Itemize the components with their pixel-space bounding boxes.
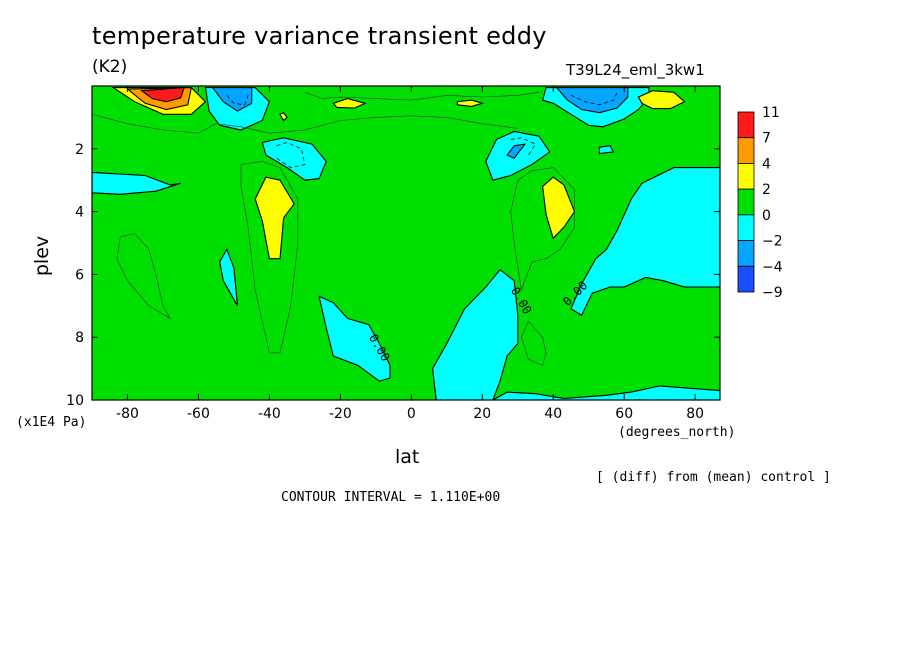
chart-units: (K2): [92, 57, 128, 77]
colorbar-label: 0: [762, 208, 771, 224]
x-tick-label: 80: [686, 406, 704, 422]
x-tick-label: 60: [615, 406, 633, 422]
chart-title: temperature variance transient eddy: [92, 22, 547, 50]
dashed-contour-line: [570, 92, 618, 106]
x-tick-label: 0: [407, 406, 416, 422]
contour-line: [510, 167, 575, 292]
x-tick-label: -40: [258, 406, 281, 422]
y-tick-label: 6: [75, 267, 84, 283]
colorbar-label: −4: [762, 259, 783, 275]
contour-region: [219, 248, 239, 307]
contour-interval: CONTOUR INTERVAL = 1.110E+00: [281, 490, 501, 505]
colorbar-label: −2: [762, 234, 783, 250]
diff-note: [ (diff) from (mean) control ]: [596, 470, 831, 485]
contour-region: [555, 87, 629, 114]
colorbar-swatch: [737, 265, 755, 293]
contour-region: [456, 99, 485, 107]
contour-line: [92, 114, 518, 134]
contour-line: [116, 233, 171, 320]
plot-frame: [91, 85, 721, 401]
colorbar-label: 7: [762, 131, 771, 147]
contour-region: [570, 167, 720, 316]
x-tick-label: -60: [187, 406, 210, 422]
colorbar-swatch: [737, 214, 755, 241]
colorbar-swatch: [737, 163, 755, 190]
y-axis-units: (x1E4 Pa): [16, 415, 87, 430]
colorbar-swatch: [737, 111, 755, 139]
experiment-label: T39L24_eml_3kw1: [566, 61, 705, 79]
contour-region: [279, 112, 288, 122]
contour-region: [254, 176, 295, 260]
x-axis-label: lat: [395, 446, 420, 468]
x-tick-label: 40: [544, 406, 562, 422]
colorbar-label: 4: [762, 156, 771, 172]
contour-region: [140, 86, 185, 103]
x-tick-label: 20: [473, 406, 491, 422]
contour-region: [318, 295, 391, 382]
contour-region: [432, 268, 519, 400]
contour-region: [491, 385, 720, 400]
contour-region: [332, 98, 367, 109]
contour-line: [240, 161, 299, 354]
contour-line: [520, 321, 547, 366]
colorbar-label: 11: [762, 105, 780, 121]
colorbar-swatch: [737, 240, 755, 267]
plot-regions: 0.000.00 0.00: [92, 86, 720, 400]
contour-region: [506, 143, 527, 159]
x-tick-label: -80: [116, 406, 139, 422]
x-tick-label: -20: [329, 406, 352, 422]
dashed-contour-line: [226, 95, 249, 106]
contour-region: [211, 87, 253, 112]
contour-line: [304, 92, 540, 101]
contour-region: [598, 145, 615, 155]
colorbar-label: 2: [762, 182, 771, 198]
y-tick-label: 4: [75, 205, 84, 221]
y-tick-label: 8: [75, 330, 84, 346]
y-tick-label: 10: [66, 393, 84, 409]
colorbar-label: −9: [762, 285, 783, 301]
contour-region: [637, 90, 686, 110]
y-axis-label: plev: [31, 235, 54, 277]
colorbar-swatch: [737, 137, 755, 164]
contour-region: [542, 176, 576, 240]
dashed-contour-line: [276, 142, 306, 169]
contour-region: [92, 86, 720, 400]
x-axis-units: (degrees_north): [618, 425, 736, 440]
y-tick-label: 2: [75, 142, 84, 158]
colorbar-swatch: [737, 188, 755, 216]
contour-region: [261, 137, 327, 181]
contour-region: [92, 171, 181, 195]
